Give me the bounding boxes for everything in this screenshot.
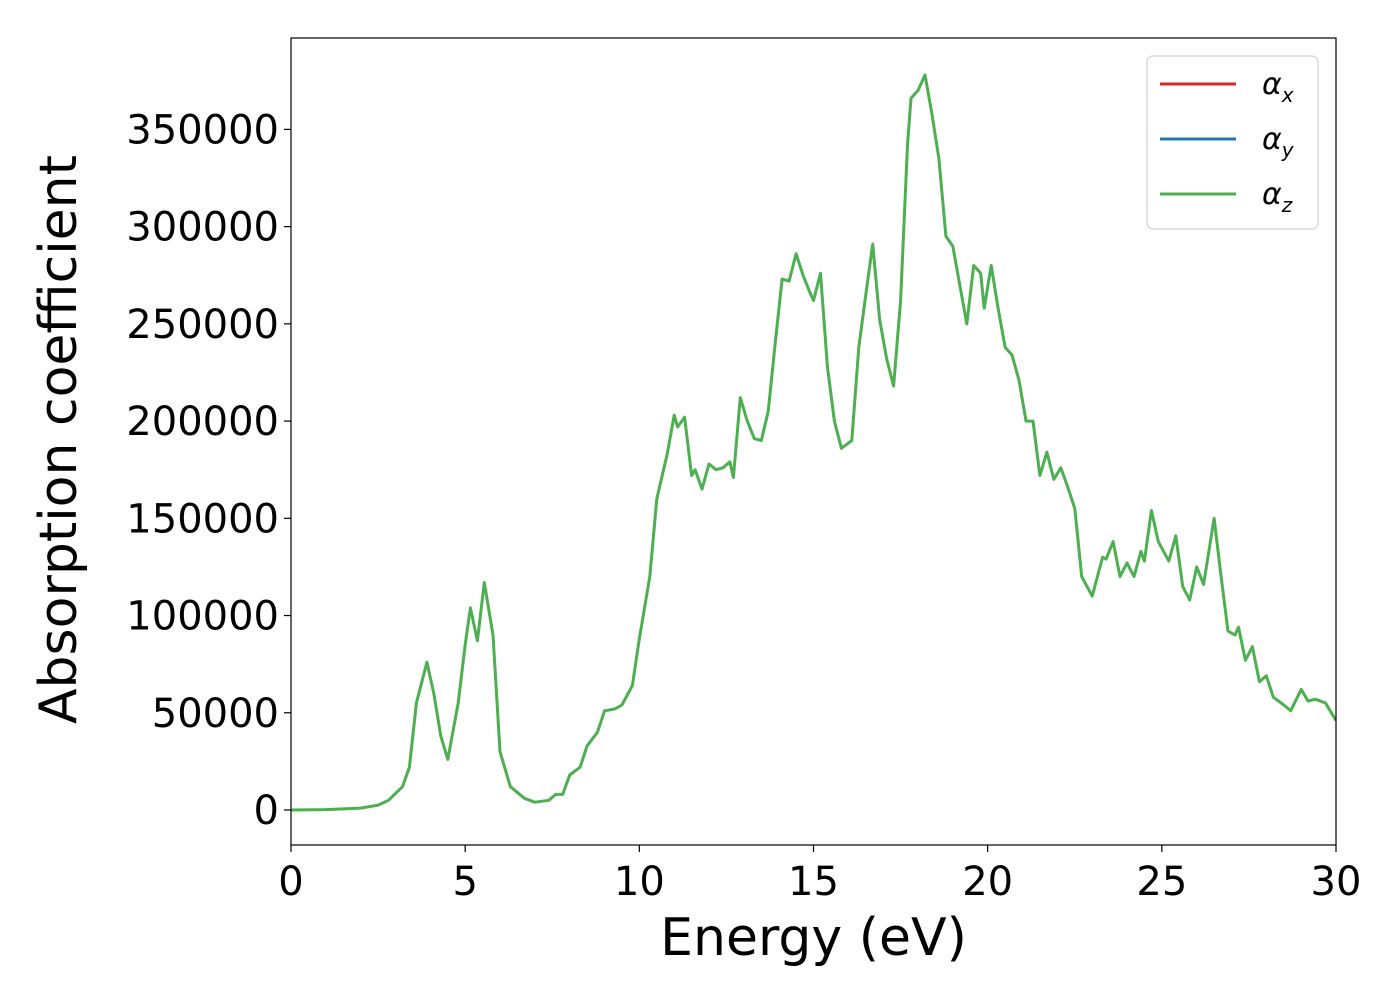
legend-label-x: αx (1262, 67, 1294, 107)
y-tick-label: 150000 (126, 496, 279, 542)
legend-label-y: αy (1262, 122, 1295, 162)
legend-box (1146, 55, 1319, 230)
y-axis-ticks: 0 50000 100000 150000 200000 250000 300000 3500… (126, 107, 291, 834)
x-tick-label: 0 (278, 859, 303, 905)
x-tick-label: 10 (614, 859, 665, 905)
y-tick-label: 250000 (126, 302, 279, 348)
y-axis-label: Absorption coefficient (29, 155, 89, 724)
x-axis-label: Energy (eV) (660, 908, 967, 968)
y-tick-label: 0 (254, 788, 279, 834)
y-tick-label: 200000 (126, 399, 279, 445)
x-tick-label: 25 (1136, 859, 1187, 905)
legend-label-z: αz (1262, 177, 1293, 217)
x-axis-ticks: 0 5 10 15 20 25 30 (278, 845, 1361, 905)
x-tick-label: 30 (1311, 859, 1362, 905)
y-tick-label: 50000 (152, 691, 279, 737)
x-tick-label: 20 (962, 859, 1013, 905)
x-tick-label: 5 (452, 859, 477, 905)
y-tick-label: 350000 (126, 107, 279, 153)
y-tick-label: 300000 (126, 205, 279, 251)
series-line-z (291, 73, 1336, 812)
legend: αx αy αz (1146, 55, 1319, 230)
y-tick-label: 100000 (126, 594, 279, 640)
x-tick-label: 15 (788, 859, 839, 905)
